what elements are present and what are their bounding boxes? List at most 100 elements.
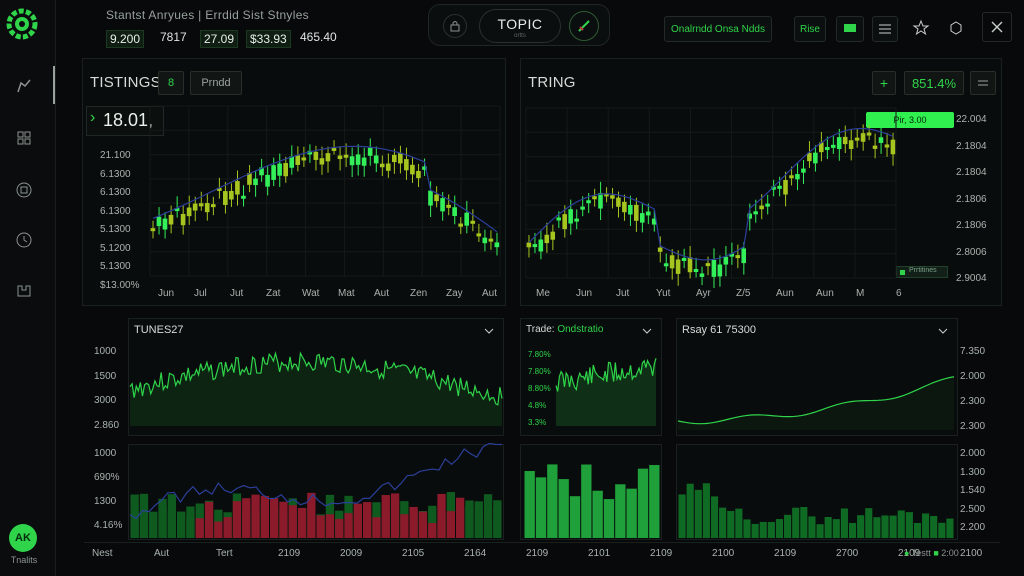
trade-title: Trade: Ondstratio — [526, 324, 603, 335]
ticker-value-1[interactable]: 9.200 — [106, 30, 145, 48]
volume-bar — [840, 508, 848, 538]
user-avatar[interactable]: AK — [9, 524, 37, 552]
candle — [301, 157, 307, 161]
close-button[interactable] — [982, 12, 1012, 42]
chat-button[interactable] — [836, 16, 864, 42]
x-tick-label: Aun — [816, 288, 834, 299]
tring-percent-chip: 851.4% — [904, 71, 964, 95]
volume-bar — [353, 503, 362, 538]
candle — [235, 181, 240, 195]
candle — [890, 139, 896, 155]
x-tick-label: 2109 — [278, 548, 301, 559]
ticker-value-5[interactable]: 465.40 — [300, 30, 337, 44]
volume-bar — [363, 502, 372, 538]
volume-bar — [307, 492, 316, 538]
candle — [325, 153, 331, 162]
x-tick-label: 2009 — [340, 548, 363, 559]
candle — [319, 158, 325, 165]
volume-bar — [792, 507, 800, 538]
candle — [651, 218, 657, 225]
candle — [150, 228, 156, 232]
y-tick-label: 8.80% — [528, 384, 551, 393]
x-tick-label: Jul — [194, 288, 207, 299]
volume-bar — [251, 494, 260, 538]
volume-bar — [316, 515, 325, 538]
candle — [271, 165, 276, 180]
x-tick-label: Zay — [446, 288, 463, 299]
tring-add-button[interactable]: + — [872, 71, 896, 95]
options-icon — [978, 80, 988, 86]
candle — [866, 132, 872, 136]
topic-button[interactable]: TOPIC ortts — [479, 9, 561, 43]
y-tick-label: 1000 — [94, 448, 117, 459]
gear-icon — [950, 21, 962, 35]
tring-legend: Prrtitines — [896, 266, 948, 278]
candle — [337, 155, 343, 160]
sidebar-item-trends[interactable] — [10, 72, 38, 100]
topic-lock-button[interactable] — [443, 14, 467, 38]
candle — [550, 231, 556, 240]
sidebar-item-wallet[interactable] — [10, 176, 38, 204]
candle — [622, 201, 627, 213]
volume-bar — [242, 498, 251, 538]
y-tick-label: $13.00% — [100, 279, 140, 291]
sidebar-item-portfolio[interactable] — [10, 276, 38, 304]
x-tick-label: 2700 — [836, 548, 859, 559]
tunes-area-chart[interactable] — [129, 346, 503, 426]
volume-bar — [727, 510, 735, 538]
volume-bar — [938, 522, 946, 538]
candle — [526, 242, 532, 248]
volume-bar — [437, 493, 446, 538]
candle — [434, 194, 439, 202]
rsi-line-chart[interactable] — [677, 370, 955, 430]
ticker-value-2[interactable]: 7817 — [160, 30, 187, 44]
candle — [452, 207, 457, 217]
candle — [398, 152, 403, 164]
volume-bar — [195, 518, 204, 538]
tunes-chevron-down-icon[interactable] — [484, 326, 494, 336]
sidebar-item-history[interactable] — [10, 226, 38, 254]
x-tick-label: Aut — [482, 288, 498, 299]
topic-compass-button[interactable] — [569, 11, 599, 41]
volume-bar — [474, 510, 483, 538]
candle — [494, 242, 500, 248]
volume-bar — [751, 523, 759, 538]
favorite-button[interactable] — [907, 14, 935, 42]
volume-bar — [719, 507, 727, 538]
candle — [283, 163, 288, 177]
candle — [404, 159, 409, 171]
tring-candlestick-chart[interactable] — [525, 107, 897, 289]
rise-button[interactable]: Rise — [794, 16, 826, 42]
y-tick-label: 2.8006 — [956, 246, 987, 258]
rsi-volume-bar-chart[interactable] — [678, 446, 954, 538]
listings-count-chip[interactable]: 8 — [158, 71, 184, 95]
tring-options-button[interactable] — [970, 71, 996, 95]
volume-bar — [735, 508, 743, 538]
candle — [446, 204, 451, 208]
rsi-chevron-down-icon[interactable] — [938, 326, 948, 336]
volume-bar-chart[interactable] — [129, 442, 503, 538]
trade-chevron-down-icon[interactable] — [642, 326, 652, 336]
settings-button[interactable] — [942, 14, 970, 42]
filter-button[interactable]: Onalrndd Onsa Ndds — [664, 16, 772, 42]
candle — [616, 197, 621, 207]
candle — [723, 256, 729, 265]
listings-mode-chip[interactable]: Prndd — [190, 71, 242, 95]
sidebar-item-grid[interactable] — [10, 124, 38, 152]
area-fill — [556, 358, 656, 426]
ticker-value-4[interactable]: $33.93 — [246, 30, 291, 48]
x-tick-label: Tert — [216, 548, 233, 559]
y-tick-label: 2.500 — [960, 503, 986, 515]
x-tick-label: M — [856, 288, 865, 299]
volume-bar — [158, 498, 167, 538]
candle — [592, 196, 597, 200]
candle — [813, 152, 818, 164]
listings-candlestick-chart[interactable] — [149, 105, 501, 277]
x-tick-label: 2164 — [464, 548, 487, 559]
trade-area-chart[interactable] — [555, 346, 657, 426]
menu-button[interactable] — [872, 16, 898, 42]
candle — [470, 220, 476, 224]
trade-volume-bar-chart[interactable] — [524, 446, 660, 538]
ticker-value-3[interactable]: 27.09 — [200, 30, 239, 48]
candle — [884, 144, 890, 148]
